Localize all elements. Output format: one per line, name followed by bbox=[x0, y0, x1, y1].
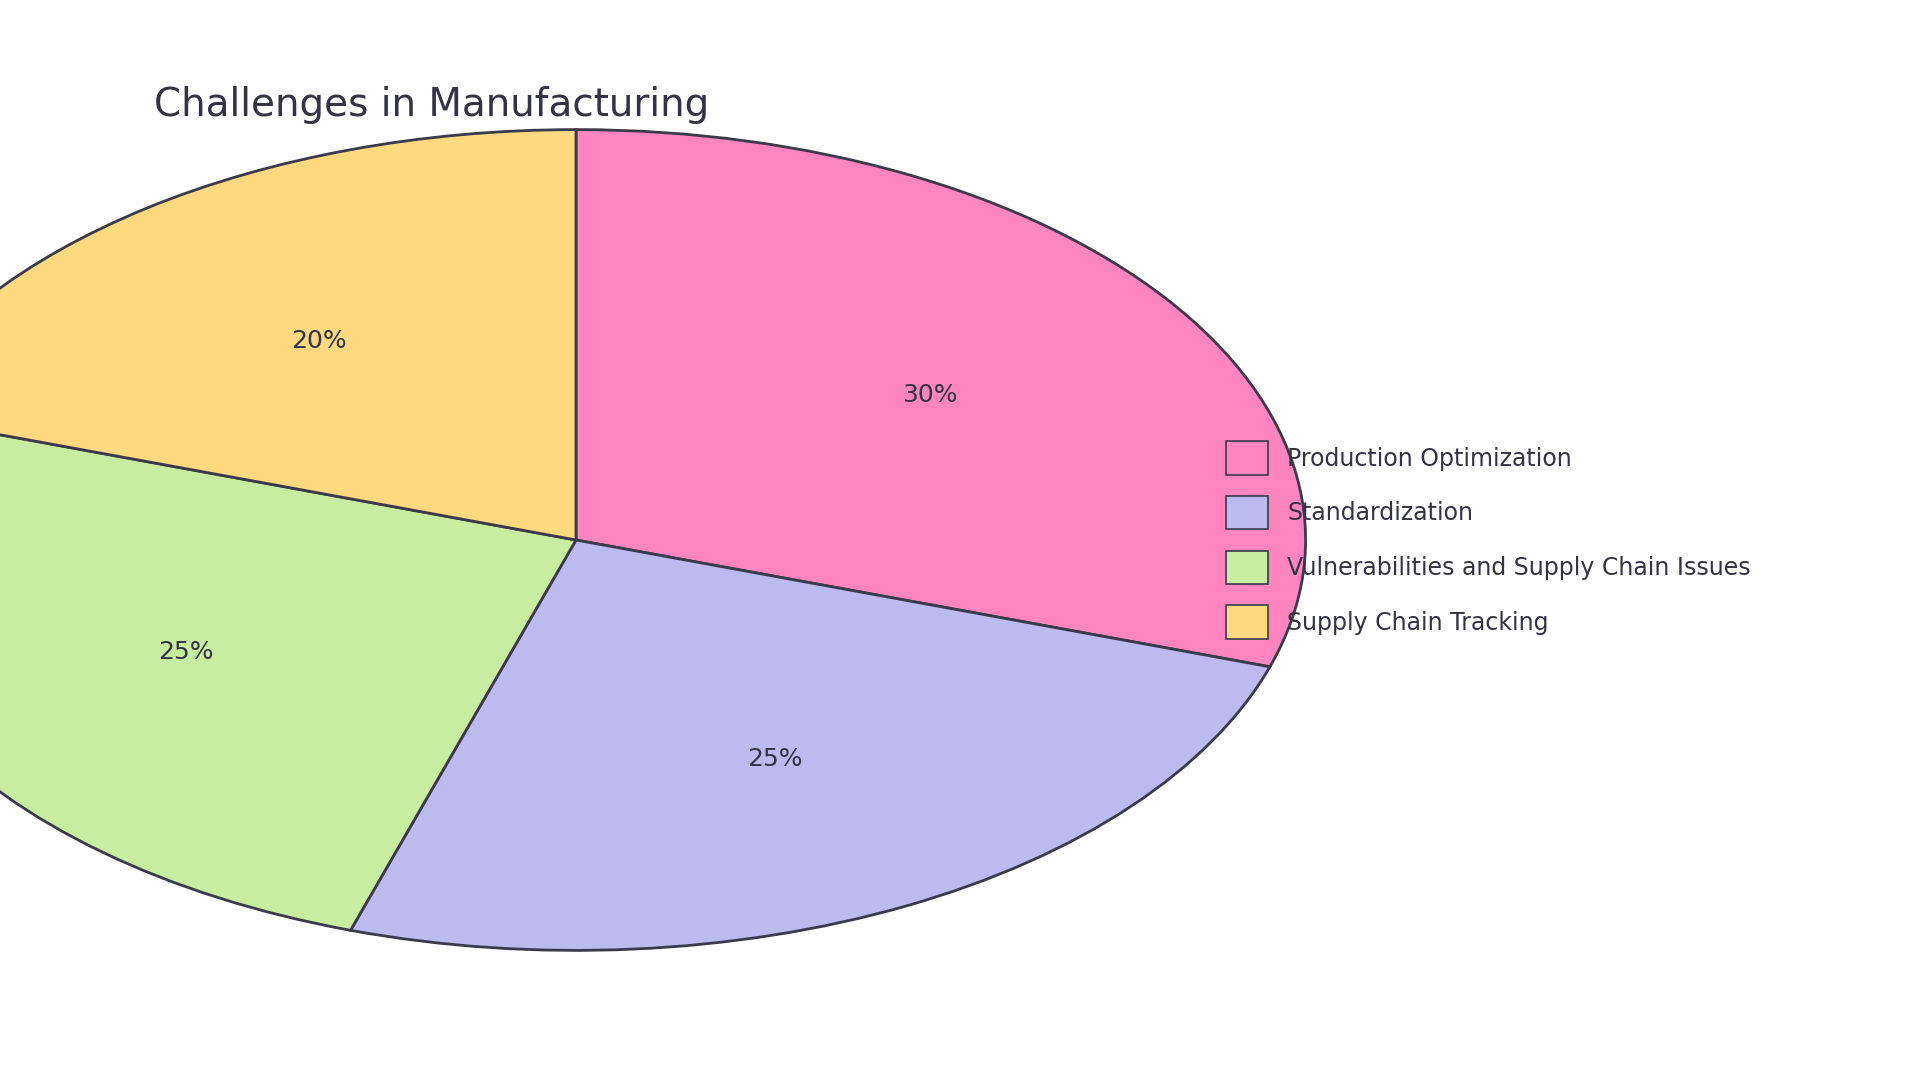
Wedge shape bbox=[576, 130, 1306, 666]
Text: 20%: 20% bbox=[290, 328, 346, 353]
Wedge shape bbox=[0, 130, 576, 540]
Legend: Production Optimization, Standardization, Vulnerabilities and Supply Chain Issue: Production Optimization, Standardization… bbox=[1202, 418, 1774, 662]
Wedge shape bbox=[0, 414, 576, 930]
Text: 30%: 30% bbox=[902, 383, 958, 407]
Text: Challenges in Manufacturing: Challenges in Manufacturing bbox=[154, 86, 708, 124]
Text: 25%: 25% bbox=[157, 639, 213, 664]
Text: 25%: 25% bbox=[747, 747, 803, 771]
Wedge shape bbox=[351, 540, 1269, 950]
